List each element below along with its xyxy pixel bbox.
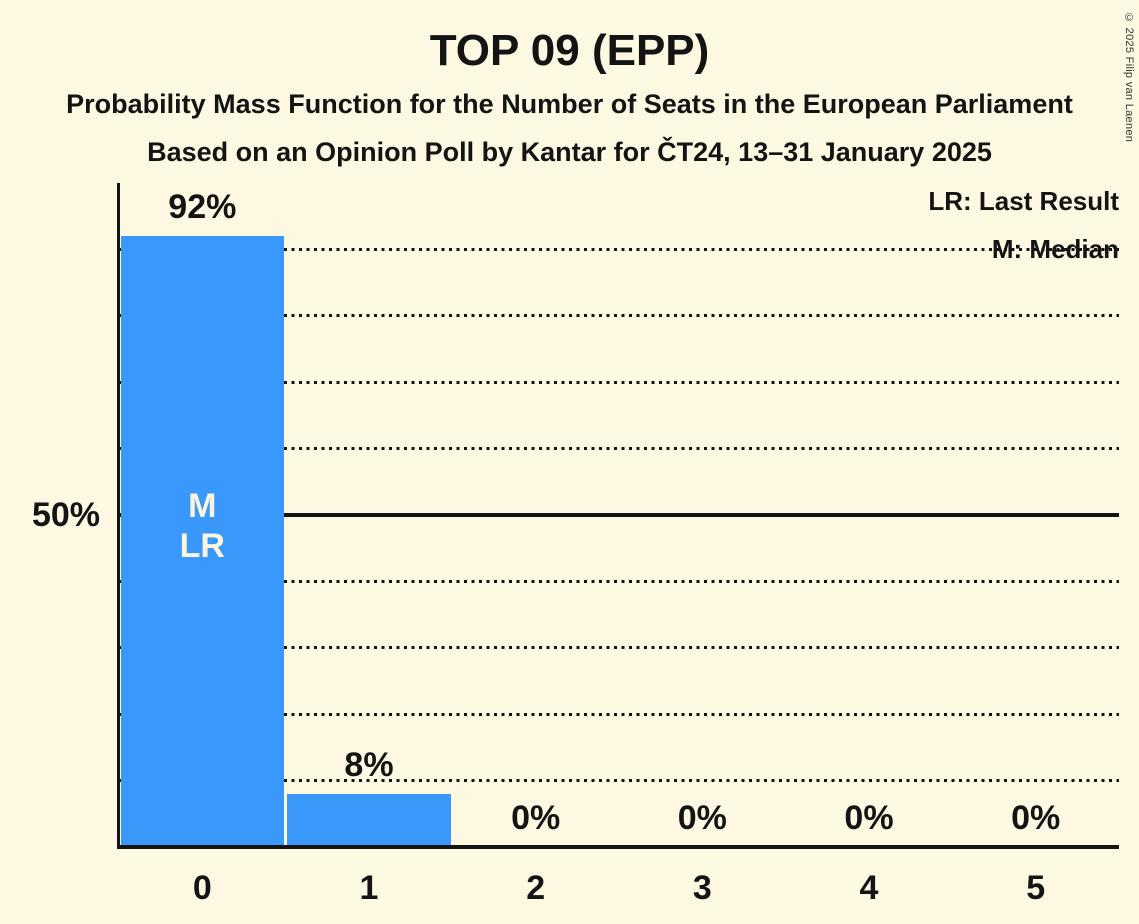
chart-title: TOP 09 (EPP) — [429, 26, 710, 75]
chart-subtitle-line2: Based on an Opinion Poll by Kantar for Č… — [147, 137, 992, 167]
y-axis-50-percent-label: 50% — [31, 496, 100, 534]
legend-median: M: Median — [991, 234, 1119, 264]
gridline — [119, 380, 1119, 384]
gridline — [119, 646, 1119, 650]
gridline — [119, 712, 1119, 716]
x-tick-label: 0 — [192, 869, 212, 907]
copyright-notice: © 2025 Filip van Laenen — [1123, 12, 1135, 143]
x-tick-label: 3 — [692, 869, 712, 907]
bar-annotation-line: M — [188, 487, 217, 526]
chart-subtitle-line1: Probability Mass Function for the Number… — [66, 89, 1073, 119]
legend-last-result: LR: Last Result — [928, 186, 1119, 216]
x-tick-label: 4 — [859, 869, 879, 907]
bar-value-label: 0% — [1011, 799, 1061, 837]
gridline — [119, 579, 1119, 583]
bar-value-label: 0% — [511, 799, 561, 837]
bar-annotation-median-last-result: M LR — [119, 486, 286, 566]
x-tick-label: 5 — [1026, 869, 1046, 907]
y-axis-line — [117, 183, 120, 849]
gridline — [119, 447, 1119, 451]
x-tick-label: 1 — [359, 869, 379, 907]
gridline — [119, 779, 1119, 783]
bar — [120, 236, 285, 847]
bar-value-label: 92% — [168, 188, 237, 227]
x-tick-label: 2 — [526, 869, 546, 907]
bar-value-label: 8% — [344, 745, 394, 784]
bar-value-label: 0% — [844, 799, 894, 837]
majority-line — [119, 513, 1119, 517]
x-axis-line — [117, 845, 1119, 849]
gridline — [119, 314, 1119, 318]
bar-annotation-line: LR — [179, 527, 225, 566]
bar — [287, 793, 451, 847]
gridline — [119, 247, 1119, 251]
bar-value-label: 0% — [677, 799, 727, 837]
